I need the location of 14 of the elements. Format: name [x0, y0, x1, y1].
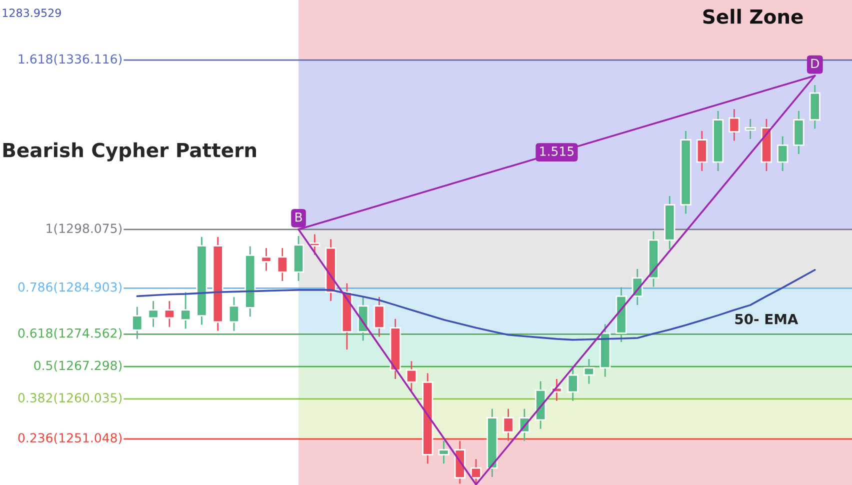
ref-line-label: 0.786(1284.903)	[18, 282, 122, 294]
ref-line-label: 0.382(1260.035)	[18, 392, 122, 404]
text: 1283.9529	[2, 8, 61, 18]
ref-line-label: 0.618(1274.562)	[18, 328, 122, 340]
text: Bearish Cypher Pattern	[3, 142, 256, 162]
annotation: 1.515	[540, 146, 574, 156]
ref-line-label: 0.5(1267.298)	[34, 360, 122, 372]
annotation: D	[811, 58, 819, 68]
ref-line-label: 1(1298.075)	[46, 223, 122, 235]
ref-line-label: 0.236(1251.048)	[18, 432, 122, 444]
annotation: Sell Zone	[703, 8, 803, 24]
series-label: 50- EMA	[735, 314, 798, 324]
annotation: B	[295, 212, 302, 222]
ref-line-label: 1.618(1336.116)	[18, 54, 122, 66]
